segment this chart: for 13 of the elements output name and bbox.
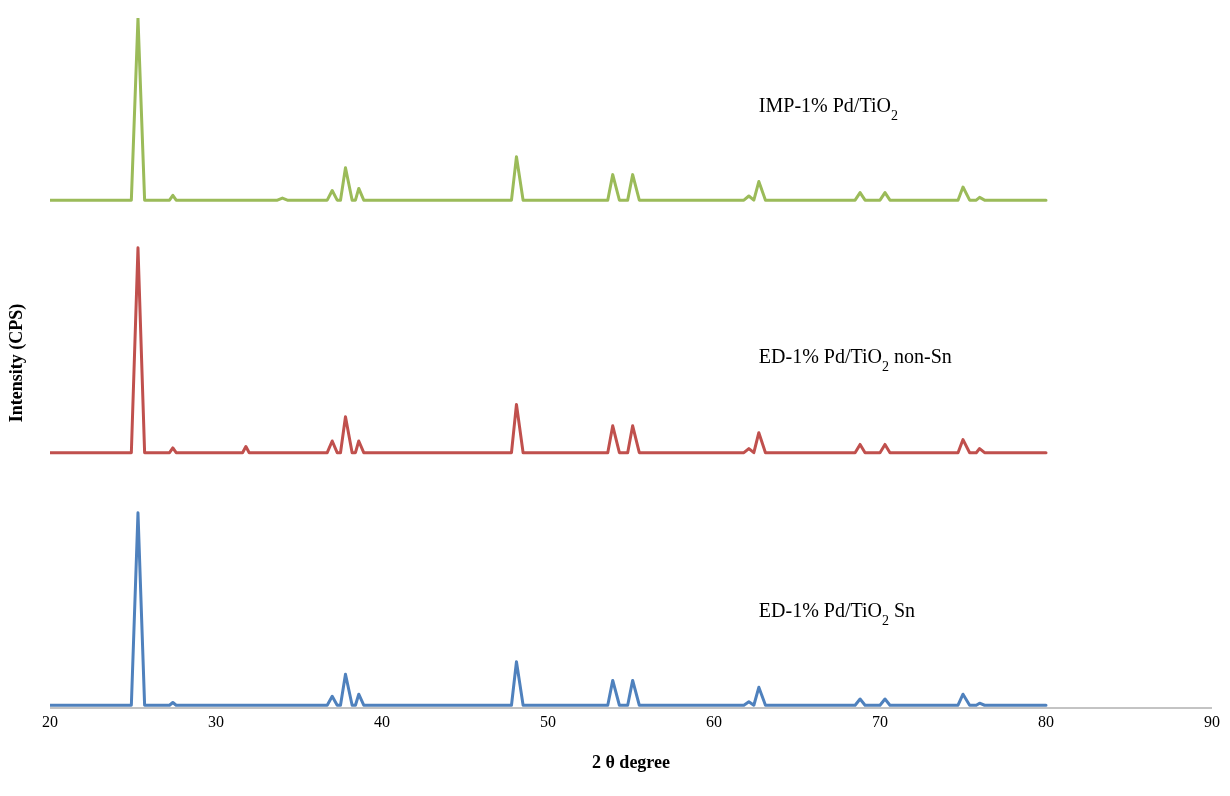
x-axis-title: 2 θ degree <box>591 752 671 772</box>
x-tick-label: 40 <box>374 713 390 731</box>
x-tick-label: 20 <box>42 713 58 731</box>
x-tick-label: 70 <box>872 713 888 731</box>
y-axis-title: Intensity (CPS) <box>6 303 28 423</box>
x-tick-label: 90 <box>1204 713 1220 731</box>
text: ED-1% Pd/TiO$_{2}$ non-Sn <box>758 344 952 374</box>
text: ED-1% Pd/TiO$_{2}$ Sn <box>758 599 916 628</box>
text: IMP-1% Pd/TiO$_{2}$ <box>758 93 898 123</box>
x-tick-label: 80 <box>1038 713 1054 731</box>
x-tick-label: 30 <box>208 713 224 731</box>
x-tick-label: 60 <box>706 713 722 731</box>
x-tick-label: 50 <box>540 713 556 731</box>
